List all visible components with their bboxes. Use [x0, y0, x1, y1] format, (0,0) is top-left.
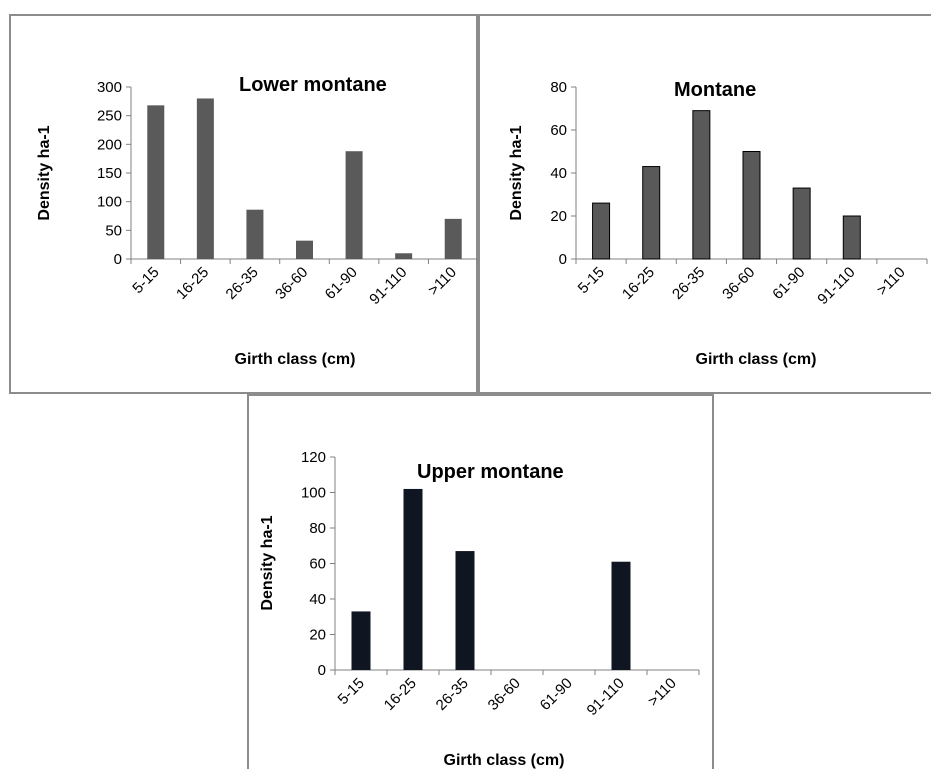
y-tick-label: 20 [309, 627, 326, 644]
bar-91-110 [842, 215, 861, 260]
bar-36-60 [742, 151, 761, 260]
bar-chart-lower-montane: 0 50 100 150 200 250 300 5-15 16-25 26-35 36-60 61-… [36, 74, 479, 368]
bar-16-25 [403, 488, 423, 670]
x-tick-label: 36-60 [485, 675, 524, 714]
chart-panel-lower-montane: 0 50 100 150 200 250 300 5-15 16-25 26-35 36-60 61-… [9, 14, 479, 394]
x-tick-label: >110 [645, 675, 680, 710]
x-tick-label: >110 [425, 264, 460, 299]
x-tick-label: >110 [874, 264, 909, 299]
x-tick-label: 91-110 [366, 264, 410, 308]
x-tick-label: 26-35 [433, 675, 472, 714]
chart-title: Montane [674, 79, 756, 101]
x-tick-label: 61-90 [322, 264, 361, 303]
y-axis-title: Density ha-1 [508, 125, 525, 220]
x-axis-title: Girth class (cm) [444, 752, 565, 769]
y-tick-label: 120 [301, 449, 326, 466]
y-tick-label: 50 [105, 222, 122, 239]
bar-5-15 [147, 105, 165, 259]
y-tick-label: 60 [309, 556, 326, 573]
bar-36-60 [296, 240, 313, 259]
x-tick-label: 36-60 [719, 264, 758, 303]
x-tick-label: 26-35 [669, 264, 708, 303]
x-axis-title: Girth class (cm) [696, 351, 817, 368]
y-tick-label: 0 [559, 251, 567, 268]
bar-61-90 [792, 187, 811, 260]
y-tick-label: 40 [550, 165, 567, 182]
x-tick-label: 91-110 [584, 675, 628, 719]
x-tick-label: 5-15 [335, 675, 368, 708]
x-tick-label: 61-90 [769, 264, 808, 303]
bar-61-90 [345, 151, 363, 259]
bar-chart-upper-montane: 0 20 40 60 80 100 120 5-15 16-25 26-35 36-60 61-90 9… [259, 449, 700, 769]
y-axis-title: Density ha-1 [259, 515, 276, 610]
y-tick-label: 20 [550, 208, 567, 225]
bar-26-35 [692, 110, 711, 260]
bar-chart-montane: 0 20 40 60 80 5-15 16-25 26-35 36-60 61-90 91-110 >… [508, 79, 928, 368]
bar-5-15 [351, 611, 371, 670]
y-tick-label: 0 [114, 251, 122, 268]
chart-panel-upper-montane: 0 20 40 60 80 100 120 5-15 16-25 26-35 36-60 61-90 9… [247, 394, 714, 769]
y-tick-label: 100 [97, 194, 122, 211]
chart-title: Lower montane [239, 74, 387, 96]
y-tick-label: 40 [309, 591, 326, 608]
y-tick-label: 80 [309, 520, 326, 537]
bar-16-25 [196, 98, 214, 259]
y-axis-title: Density ha-1 [36, 125, 53, 220]
y-tick-label: 200 [97, 136, 122, 153]
bar-26-35 [246, 209, 264, 259]
x-tick-label: 5-15 [129, 264, 162, 297]
x-axis-title: Girth class (cm) [235, 351, 356, 368]
chart-title: Upper montane [417, 461, 564, 483]
x-tick-label: 36-60 [272, 264, 311, 303]
bar-26-35 [455, 551, 475, 670]
y-tick-label: 150 [97, 165, 122, 182]
chart-panel-montane: 0 20 40 60 80 5-15 16-25 26-35 36-60 61-90 91-110 >… [478, 14, 931, 394]
bar-91-110 [611, 561, 631, 670]
y-tick-label: 250 [97, 108, 122, 125]
x-tick-label: 16-25 [173, 264, 212, 303]
y-tick-label: 60 [550, 122, 567, 139]
bar-16-25 [642, 166, 661, 260]
y-tick-label: 80 [550, 79, 567, 96]
x-tick-label: 61-90 [537, 675, 576, 714]
x-tick-label: 5-15 [575, 264, 608, 297]
x-tick-label: 26-35 [223, 264, 262, 303]
y-tick-label: 100 [301, 485, 326, 502]
x-tick-label: 91-110 [814, 264, 858, 308]
y-tick-label: 300 [97, 79, 122, 96]
bar-gt110 [444, 218, 462, 259]
bar-5-15 [592, 202, 611, 260]
y-tick-label: 0 [318, 662, 326, 679]
x-tick-label: 16-25 [619, 264, 658, 303]
bar-91-110 [395, 253, 413, 259]
x-tick-label: 16-25 [381, 675, 420, 714]
